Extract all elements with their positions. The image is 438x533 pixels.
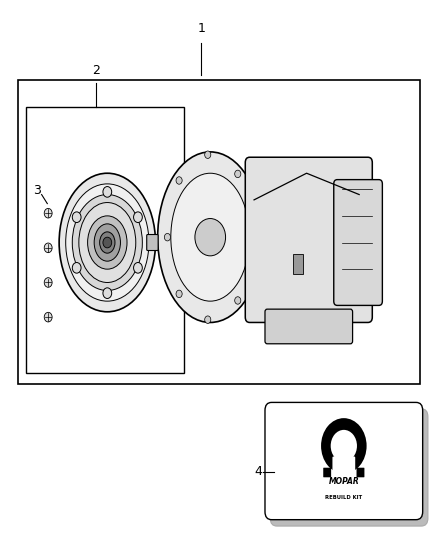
Circle shape: [205, 316, 211, 324]
Circle shape: [44, 208, 52, 218]
Circle shape: [103, 288, 112, 298]
Circle shape: [103, 237, 112, 248]
Circle shape: [235, 170, 241, 177]
Circle shape: [44, 243, 52, 253]
Ellipse shape: [79, 203, 136, 282]
Circle shape: [176, 290, 182, 297]
Circle shape: [331, 430, 357, 462]
Circle shape: [134, 263, 142, 273]
Text: 2: 2: [92, 64, 100, 77]
Ellipse shape: [94, 224, 120, 261]
Circle shape: [176, 177, 182, 184]
Circle shape: [44, 278, 52, 287]
Circle shape: [72, 212, 81, 223]
FancyBboxPatch shape: [245, 157, 372, 322]
Ellipse shape: [66, 184, 149, 301]
FancyBboxPatch shape: [265, 402, 423, 520]
Text: REBUILD KIT: REBUILD KIT: [325, 495, 362, 500]
Ellipse shape: [88, 216, 127, 269]
Ellipse shape: [99, 232, 115, 253]
FancyBboxPatch shape: [332, 456, 355, 477]
FancyBboxPatch shape: [270, 409, 428, 526]
Bar: [18, 80, 420, 384]
Bar: [293, 254, 303, 274]
FancyBboxPatch shape: [334, 180, 382, 305]
Circle shape: [72, 263, 81, 273]
FancyBboxPatch shape: [147, 235, 158, 251]
FancyBboxPatch shape: [357, 468, 364, 478]
Ellipse shape: [171, 173, 250, 301]
Circle shape: [44, 312, 52, 322]
Circle shape: [235, 297, 241, 304]
Bar: [26, 107, 184, 373]
Circle shape: [205, 151, 211, 158]
Ellipse shape: [72, 195, 142, 290]
Text: 3: 3: [33, 184, 41, 197]
Circle shape: [134, 212, 142, 223]
Ellipse shape: [59, 173, 155, 312]
FancyBboxPatch shape: [265, 309, 353, 344]
Circle shape: [195, 219, 226, 256]
Ellipse shape: [158, 152, 263, 322]
Text: MOPAR: MOPAR: [328, 477, 359, 486]
Circle shape: [321, 418, 367, 473]
Circle shape: [164, 233, 170, 241]
FancyBboxPatch shape: [323, 468, 331, 478]
Text: 4: 4: [254, 465, 262, 478]
Text: 1: 1: [198, 22, 205, 35]
Circle shape: [103, 187, 112, 197]
